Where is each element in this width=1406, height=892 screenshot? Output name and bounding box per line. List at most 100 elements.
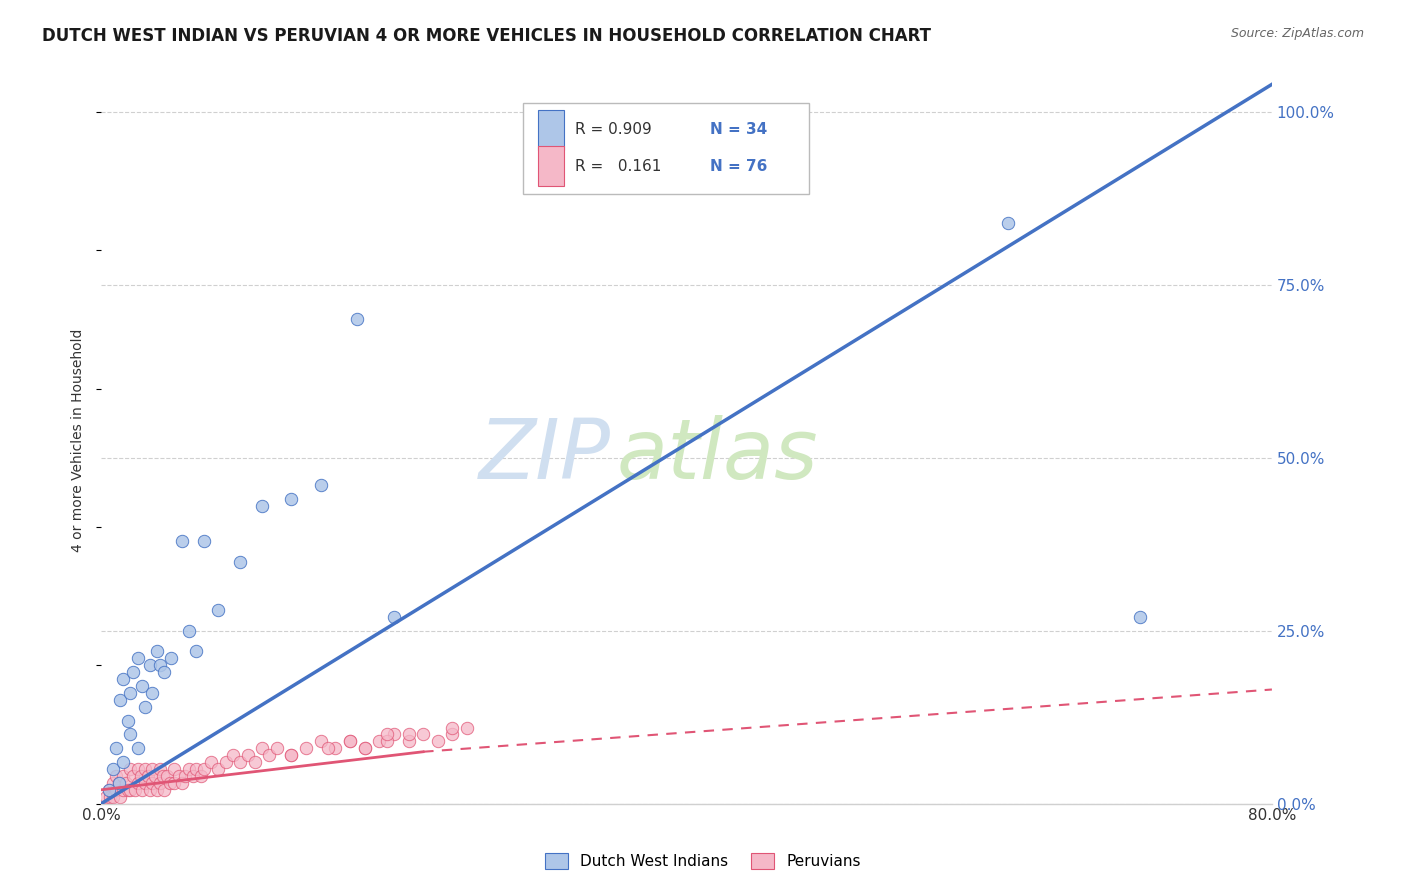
Point <box>101 762 124 776</box>
Point <box>316 741 339 756</box>
Point <box>138 658 160 673</box>
Point <box>229 755 252 769</box>
Text: atlas: atlas <box>616 415 818 496</box>
Point <box>177 624 200 638</box>
Point <box>186 762 208 776</box>
Point <box>122 769 145 783</box>
Point <box>183 769 205 783</box>
Point <box>412 727 434 741</box>
Point <box>309 734 332 748</box>
Point <box>141 686 163 700</box>
Point <box>309 478 332 492</box>
Point <box>98 789 121 804</box>
Point <box>141 776 163 790</box>
Point <box>193 762 215 776</box>
Point <box>163 762 186 776</box>
Point <box>131 782 153 797</box>
Point <box>136 769 159 783</box>
Point <box>1129 610 1152 624</box>
Point <box>146 644 169 658</box>
Point <box>138 782 160 797</box>
Point <box>152 769 174 783</box>
Point <box>353 741 375 756</box>
Point <box>997 216 1019 230</box>
Point <box>127 741 149 756</box>
Point <box>441 727 464 741</box>
Point <box>170 776 193 790</box>
Point <box>280 492 302 507</box>
Point <box>229 555 252 569</box>
Point <box>110 789 132 804</box>
Point <box>129 769 152 783</box>
Legend: Dutch West Indians, Peruvians: Dutch West Indians, Peruvians <box>538 847 868 875</box>
Point <box>122 665 145 680</box>
Point <box>141 762 163 776</box>
Point <box>346 312 368 326</box>
Point <box>186 644 208 658</box>
Point <box>375 727 398 741</box>
Point <box>112 769 135 783</box>
Point <box>134 776 156 790</box>
Point <box>146 782 169 797</box>
Text: N = 34: N = 34 <box>710 122 768 137</box>
Point <box>250 500 273 514</box>
Point <box>280 748 302 763</box>
Y-axis label: 4 or more Vehicles in Household: 4 or more Vehicles in Household <box>72 329 86 552</box>
Point <box>153 782 176 797</box>
Point <box>112 755 135 769</box>
Point <box>382 610 405 624</box>
Point <box>441 721 464 735</box>
Point <box>200 755 222 769</box>
Point <box>222 748 245 763</box>
Point <box>398 727 420 741</box>
Point <box>173 769 195 783</box>
Point <box>143 769 166 783</box>
Point <box>159 776 181 790</box>
Point <box>382 727 405 741</box>
Point <box>120 727 142 741</box>
Point <box>104 741 127 756</box>
Point <box>97 782 120 797</box>
FancyBboxPatch shape <box>523 103 810 194</box>
Point <box>120 762 142 776</box>
Point <box>101 789 124 804</box>
Point <box>190 769 212 783</box>
Point <box>426 734 449 748</box>
Point <box>163 776 186 790</box>
Point <box>353 741 375 756</box>
Point <box>131 679 153 693</box>
Point <box>259 748 281 763</box>
Point <box>167 769 190 783</box>
Point <box>375 734 398 748</box>
Point <box>124 782 146 797</box>
Point <box>149 658 172 673</box>
Point <box>110 693 132 707</box>
Text: DUTCH WEST INDIAN VS PERUVIAN 4 OR MORE VEHICLES IN HOUSEHOLD CORRELATION CHART: DUTCH WEST INDIAN VS PERUVIAN 4 OR MORE … <box>42 27 931 45</box>
Point <box>97 782 120 797</box>
Point <box>170 533 193 548</box>
Point <box>236 748 259 763</box>
Point <box>94 789 117 804</box>
Point <box>101 776 124 790</box>
Point <box>214 755 236 769</box>
Point <box>149 776 172 790</box>
Point <box>120 782 142 797</box>
Point <box>149 762 172 776</box>
Point <box>339 734 361 748</box>
Point <box>177 762 200 776</box>
Text: ZIP: ZIP <box>478 415 610 496</box>
Point <box>127 762 149 776</box>
Point <box>207 603 229 617</box>
Point <box>134 699 156 714</box>
Point <box>107 776 129 790</box>
Point <box>104 769 127 783</box>
Point <box>117 782 139 797</box>
Point <box>134 762 156 776</box>
Point <box>153 665 176 680</box>
Point <box>115 776 138 790</box>
Point <box>266 741 288 756</box>
Point <box>368 734 391 748</box>
Point <box>207 762 229 776</box>
Point <box>325 741 347 756</box>
Point <box>280 748 302 763</box>
